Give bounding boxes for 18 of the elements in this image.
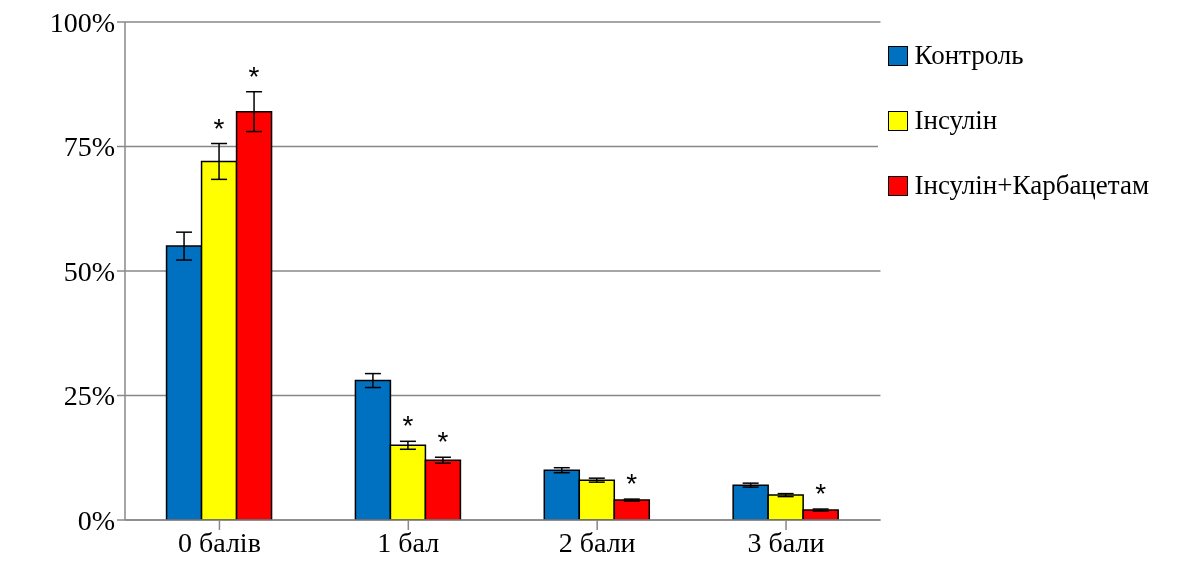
y-tick-label: 0% xyxy=(77,504,115,536)
y-tick-label: 75% xyxy=(63,131,115,163)
data-label: * xyxy=(626,468,638,500)
legend-label: Інсулін+Карбацетам xyxy=(914,170,1149,201)
x-tick-label: 3 бали xyxy=(747,526,825,558)
legend-label: Інсулін xyxy=(914,105,998,136)
y-tick-label: 25% xyxy=(63,380,115,412)
data-label: * xyxy=(402,410,414,442)
data-label: * xyxy=(213,112,225,144)
legend-label: Контроль xyxy=(914,40,1024,71)
data-label: * xyxy=(815,478,827,510)
y-tick-label: 50% xyxy=(63,255,115,287)
data-label: * xyxy=(437,426,449,458)
data-label: * xyxy=(248,60,260,92)
y-tick-label: 100% xyxy=(49,6,115,38)
x-tick-label: 1 бал xyxy=(377,526,440,558)
x-tick-label: 0 балів xyxy=(177,526,261,558)
x-tick-label: 2 бали xyxy=(558,526,636,558)
